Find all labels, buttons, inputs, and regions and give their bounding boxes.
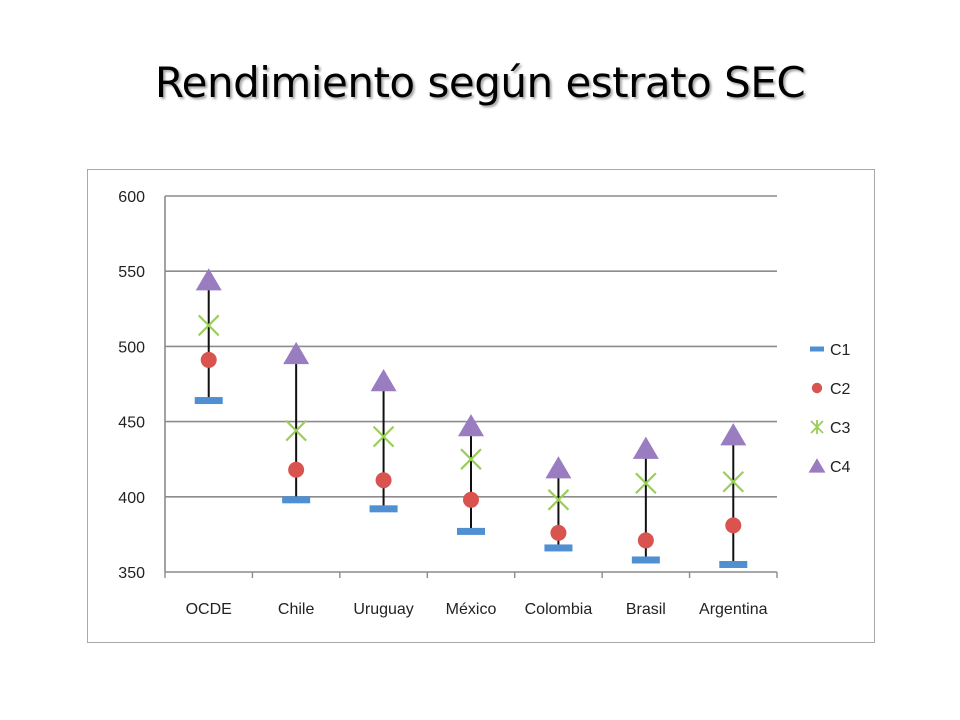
data-point-c1 (369, 505, 398, 513)
data-point-c2 (375, 472, 392, 489)
data-point-c3 (285, 419, 307, 442)
data-point-c4 (458, 414, 484, 437)
legend-label-c3: C3 (830, 420, 851, 437)
legend-label-c1: C1 (830, 342, 851, 359)
data-point-c1 (631, 556, 660, 564)
y-tick-label: 500 (118, 339, 145, 356)
legend-label-c2: C2 (830, 381, 851, 398)
data-point-c2 (200, 351, 217, 368)
chart-frame: 350 400 450 500 550 600 OCDE Chile Uruguay México… (87, 169, 875, 643)
data-point-c1 (544, 544, 573, 552)
data-point-c3 (547, 489, 570, 511)
legend-marker-c4 (808, 458, 826, 473)
data-point-c3 (372, 425, 395, 448)
data-point-c1 (457, 527, 485, 535)
data-point-c4 (545, 456, 572, 479)
y-tick-label: 600 (118, 189, 145, 206)
x-tick-label: Uruguay (353, 601, 413, 618)
data-point-c1 (282, 496, 311, 504)
x-tick-label: Brasil (626, 601, 666, 618)
data-point-c2 (463, 491, 479, 508)
x-tick-label: Argentina (699, 601, 768, 618)
data-point-c4 (370, 368, 397, 392)
x-tick-label: México (446, 601, 497, 618)
data-point-c2 (725, 517, 742, 534)
y-tick-label: 400 (118, 490, 145, 507)
data-point-c2 (637, 532, 654, 549)
x-tick-label: OCDE (186, 601, 232, 618)
legend-marker-c1 (810, 346, 824, 352)
y-tick-label: 350 (118, 565, 145, 582)
data-point-c3 (460, 448, 482, 470)
x-tick-label: Chile (278, 601, 315, 618)
legend-label-c4: C4 (830, 459, 851, 476)
y-tick-label: 550 (118, 264, 145, 281)
data-point-c3 (722, 470, 745, 493)
data-point-c3 (635, 472, 657, 495)
data-point-c1 (194, 397, 223, 405)
data-point-c4 (195, 268, 222, 291)
legend-marker-c3 (810, 420, 824, 434)
data-point-c2 (550, 524, 567, 541)
y-tick-label: 450 (118, 415, 145, 432)
data-point-c4 (720, 423, 747, 446)
data-point-c4 (632, 436, 659, 459)
data-point-c4 (283, 341, 310, 365)
data-point-c2 (288, 461, 305, 478)
data-point-c1 (719, 560, 748, 568)
data-point-c3 (197, 314, 220, 337)
x-tick-label: Colombia (525, 601, 593, 618)
slide-title: Rendimiento según estrato SEC (154, 58, 806, 107)
stock-chart: 350 400 450 500 550 600 OCDE Chile Uruguay México… (118, 189, 851, 618)
legend-marker-c2 (811, 382, 823, 394)
